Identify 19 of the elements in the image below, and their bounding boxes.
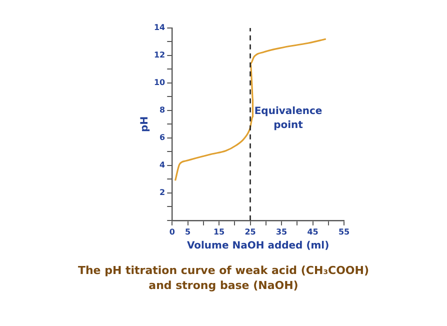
y-tick-label: 10 (154, 78, 166, 88)
x-tick-label: 0 (169, 227, 176, 236)
text: The pH titration curve of weak acid (CH₃COOH) and strong base (NaOH) (76, 263, 370, 293)
y-tick-label: 4 (160, 160, 166, 170)
line-series (174, 38, 327, 182)
y-axis-title: pH (140, 116, 151, 132)
x-tick-label: 15 (213, 227, 225, 236)
x-axis-title: Volume NaOH added (ml) (186, 240, 330, 252)
y-tick-label: 8 (160, 106, 166, 115)
annotation: Equivalence point (254, 106, 322, 132)
x-tick-label: 35 (276, 227, 288, 236)
x-tick-label: 5 (184, 227, 191, 236)
y-tick-label: 14 (154, 23, 166, 32)
y-tick-label: 6 (160, 133, 166, 142)
y-tick-label: 12 (154, 50, 166, 60)
y-tick-label: 2 (160, 188, 166, 197)
x-tick-label: 25 (244, 227, 256, 236)
x-tick-label: 55 (338, 227, 350, 236)
x-tick-label: 45 (307, 227, 319, 236)
